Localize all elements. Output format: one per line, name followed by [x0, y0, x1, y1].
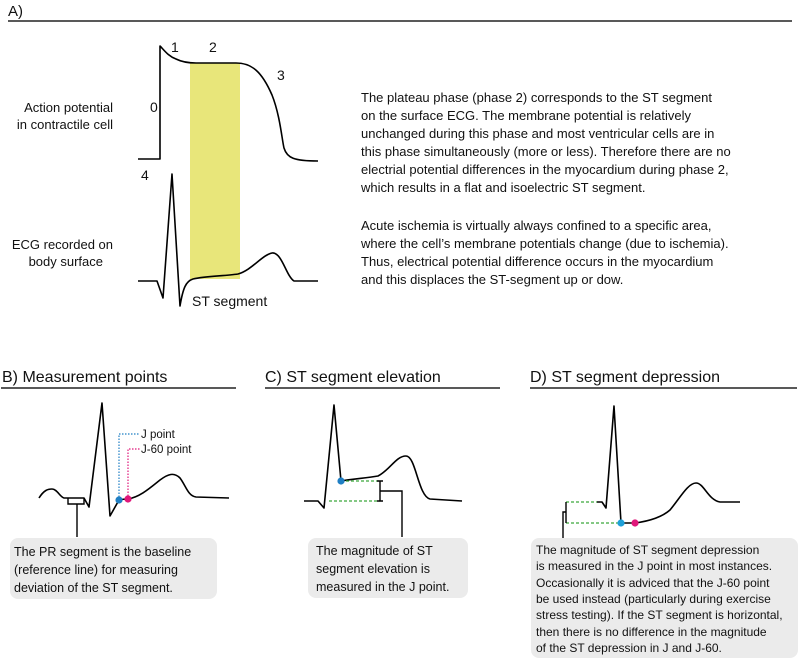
j60-point-leader	[127, 448, 140, 499]
caption-line: measured in the J point.	[316, 580, 449, 594]
ap-label-line: Action potential	[24, 100, 113, 115]
panel-d: D) ST segment depression The magnitude o…	[530, 369, 798, 658]
paragraph-line: Thus, electrical potential difference oc…	[361, 254, 713, 269]
paragraph-1: The plateau phase (phase 2) corresponds …	[360, 90, 731, 195]
panel-a: A) 0 1 2 3 4 ST segment Action potential…	[8, 3, 792, 309]
caption-line: deviation of the ST segment.	[14, 581, 173, 595]
j-point-leader	[118, 433, 140, 500]
ap-label-line: in contractile cell	[17, 117, 113, 132]
ecg-label-line: ECG recorded on	[12, 237, 113, 252]
elevation-bracket	[377, 480, 403, 537]
paragraph-line: electrial potential differences in the m…	[361, 162, 729, 177]
ecg-curve-a	[138, 173, 318, 307]
caption-line: of the ST depression in J and J-60.	[536, 641, 722, 655]
panel-c: C) ST segment elevation The magnitude of…	[265, 369, 500, 598]
paragraph-line: The plateau phase (phase 2) corresponds …	[361, 90, 712, 105]
plateau-highlight	[190, 63, 240, 279]
caption-line: The PR segment is the baseline	[14, 545, 191, 559]
caption-line: stress testing). If the ST segment is ho…	[536, 608, 783, 622]
pr-baseline-bracket	[67, 498, 85, 537]
j60-point-marker	[631, 519, 639, 527]
panel-b: B) Measurement points J point J-60 point…	[1, 369, 236, 599]
panel-c-caption-box	[308, 538, 468, 598]
phase-0-label: 0	[150, 99, 158, 115]
st-segment-label: ST segment	[192, 293, 267, 309]
panel-a-label: A)	[8, 3, 23, 20]
depression-bracket	[562, 502, 567, 538]
paragraph-line: this phase simultaneously (more or less)…	[361, 144, 731, 159]
panel-d-title: D) ST segment depression	[530, 369, 720, 386]
caption-line: then there is no difference in the magni…	[536, 625, 767, 639]
paragraph-line: where the cell’s membrane potentials cha…	[360, 236, 729, 251]
ecg-curve-d	[597, 405, 740, 524]
j-point-marker	[617, 519, 625, 527]
paragraph-line: and this displaces the ST-segment up or …	[361, 272, 623, 287]
phase-3-label: 3	[277, 67, 285, 83]
caption-line: is measured in the J point in most insta…	[536, 559, 772, 573]
caption-line: (reference line) for measuring	[14, 563, 178, 577]
action-potential-curve	[138, 45, 319, 162]
ecg-curve-c	[304, 404, 463, 509]
j-point-marker	[337, 477, 345, 485]
panel-b-caption-box	[10, 538, 217, 599]
panel-d-caption-box	[531, 538, 798, 658]
paragraph-line: on the surface ECG. The membrane potenti…	[361, 108, 691, 123]
j60-point-label: J-60 point	[141, 444, 192, 456]
j-point-label: J point	[141, 429, 176, 441]
panel-c-title: C) ST segment elevation	[265, 369, 441, 386]
paragraph-line: unchanged during this phase and most ven…	[361, 126, 714, 141]
caption-line: The magnitude of ST	[316, 544, 433, 558]
phase-2-label: 2	[209, 39, 217, 55]
caption-line: Occasionally it is adviced that the J-60…	[536, 576, 770, 590]
ecg-label-line: body surface	[29, 254, 103, 269]
j60-point-marker	[124, 495, 132, 503]
j-point-marker	[115, 496, 123, 504]
paragraph-2: Acute ischemia is virtually always confi…	[360, 218, 729, 287]
caption-line: segment elevation is	[316, 562, 430, 576]
phase-1-label: 1	[171, 39, 179, 55]
paragraph-line: Acute ischemia is virtually always confi…	[361, 218, 711, 233]
caption-line: The magnitude of ST segment depression	[536, 543, 759, 557]
panel-b-title: B) Measurement points	[2, 369, 167, 386]
phase-4-label: 4	[141, 167, 149, 183]
caption-line: be used instead (particularly during exe…	[536, 592, 771, 606]
paragraph-line: which results in a flat and isoelectric …	[360, 180, 645, 195]
